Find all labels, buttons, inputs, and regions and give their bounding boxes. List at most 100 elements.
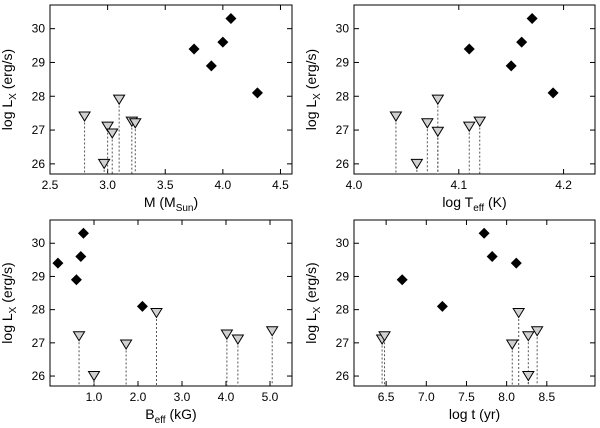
detection-point xyxy=(136,300,148,312)
upper-limit-point xyxy=(431,94,445,106)
detection-point xyxy=(75,251,87,263)
x-axis-label: log t (yr) xyxy=(449,406,500,422)
x-tick-label: 5.0 xyxy=(262,390,279,404)
upper-limit-point xyxy=(87,371,101,382)
x-axis-label-main: B xyxy=(145,406,154,422)
y-axis-label-end: (erg/s) xyxy=(303,262,319,306)
x-tick-label: 4.0 xyxy=(215,178,232,192)
detection-point xyxy=(188,43,200,55)
upper-limit-point xyxy=(119,339,133,350)
y-axis-label-main: log L xyxy=(0,100,15,131)
upper-limit-point xyxy=(521,371,535,382)
panel-age: 6.5 7.0 7.5 8.0 8.5 26 27 28 29 30 log t (yr) log L… xyxy=(303,219,596,422)
y-tick-label: 26 xyxy=(32,369,46,383)
y-tick-label: 29 xyxy=(336,55,350,69)
detection-point xyxy=(526,13,538,25)
upper-limit-point xyxy=(97,158,111,170)
detection-point xyxy=(510,257,522,269)
y-axis-label-main: log L xyxy=(303,313,319,344)
detection-point xyxy=(463,43,475,55)
upper-limit-point xyxy=(220,329,234,340)
y-axis-label-end: (erg/s) xyxy=(0,49,15,93)
y-axis-label: log LX (erg/s) xyxy=(0,49,19,130)
x-axis-label-end: ) xyxy=(194,194,199,210)
x-tick-label: 8.0 xyxy=(498,390,515,404)
x-tick-label: 4.2 xyxy=(555,178,572,192)
detection-point xyxy=(205,60,217,72)
plot-frame xyxy=(353,4,596,175)
y-tick-label: 29 xyxy=(32,269,46,283)
detection-point xyxy=(70,274,82,286)
y-tick-label: 27 xyxy=(336,123,350,137)
upper-limit-point xyxy=(505,339,519,350)
upper-limit-point xyxy=(378,331,391,342)
upper-limit-point xyxy=(128,118,142,129)
x-axis-label: M (MSun) xyxy=(144,194,198,214)
y-axis-label-end: (erg/s) xyxy=(0,262,15,306)
plot-frame xyxy=(49,219,293,387)
upper-limit-point xyxy=(389,111,403,122)
y-tick-label: 27 xyxy=(32,123,46,137)
y-axis-label: log LX (erg/s) xyxy=(0,262,19,343)
y-axis-label-sub: X xyxy=(8,93,19,100)
upper-limit-point xyxy=(512,307,526,319)
plot-frame xyxy=(353,219,596,387)
y-tick-label: 26 xyxy=(336,157,350,171)
upper-limit-point xyxy=(530,326,544,337)
y-axis-label-sub: X xyxy=(312,306,323,313)
x-tick-label: 7.5 xyxy=(458,390,475,404)
y-tick-label: 28 xyxy=(336,303,350,317)
y-tick-label: 28 xyxy=(32,303,46,317)
x-tick-label: 4.5 xyxy=(272,178,289,192)
upper-limit-point xyxy=(431,126,445,138)
y-axis-label-sub: X xyxy=(312,93,323,100)
y-tick-label: 26 xyxy=(336,369,350,383)
y-tick-label: 28 xyxy=(32,89,46,103)
y-tick-label: 29 xyxy=(336,269,350,283)
panel-mass: 2.5 3.0 3.5 4.0 4.5 26 27 28 29 30 M (MSun) log LX … xyxy=(0,4,293,214)
x-axis-label-end: (K) xyxy=(484,194,507,210)
detection-point xyxy=(486,251,498,263)
y-tick-label: 30 xyxy=(32,22,46,36)
x-axis-label: Beff (kG) xyxy=(145,406,196,426)
panel-teff: 4.0 4.1 4.2 26 27 28 29 30 log Teff (K) log LX (e… xyxy=(303,4,596,214)
x-tick-label: 8.5 xyxy=(538,390,555,404)
x-axis-label-main: log T xyxy=(442,194,473,210)
upper-limit-point xyxy=(101,121,115,133)
y-axis-label-sub: X xyxy=(8,306,19,313)
y-tick-label: 29 xyxy=(32,55,46,69)
detection-point xyxy=(217,36,229,48)
y-tick-label: 28 xyxy=(336,89,350,103)
upper-limit-point xyxy=(521,331,535,342)
upper-limit-point xyxy=(473,116,487,128)
detection-point xyxy=(396,274,408,286)
panel-beff: 1.0 2.0 3.0 4.0 5.0 26 27 28 29 30 Beff (kG) log LX… xyxy=(0,219,293,426)
x-tick-label: 7.0 xyxy=(418,390,435,404)
y-tick-label: 30 xyxy=(336,22,350,36)
x-tick-label: 2.5 xyxy=(42,178,59,192)
detection-point xyxy=(516,36,528,48)
y-axis-label: log LX (erg/s) xyxy=(303,49,323,130)
y-tick-label: 27 xyxy=(336,336,350,350)
y-axis-label-end: (erg/s) xyxy=(303,49,319,93)
x-tick-label: 6.5 xyxy=(378,390,395,404)
y-tick-label: 26 xyxy=(32,157,46,171)
upper-limit-point xyxy=(420,118,434,129)
detection-point xyxy=(547,87,559,99)
x-axis-label-sub: eff xyxy=(155,415,166,426)
upper-limit-point xyxy=(112,94,126,106)
x-tick-label: 2.0 xyxy=(130,390,147,404)
detection-point xyxy=(505,60,517,72)
y-axis-label-main: log L xyxy=(303,100,319,131)
x-axis-label-sub: eff xyxy=(473,203,484,214)
y-tick-label: 30 xyxy=(32,236,46,250)
x-tick-label: 4.1 xyxy=(450,178,467,192)
upper-limit-point xyxy=(150,307,163,319)
x-axis-label-main: M (M xyxy=(144,194,176,210)
upper-limit-point xyxy=(72,331,86,342)
detection-point xyxy=(225,13,237,25)
x-tick-label: 3.5 xyxy=(157,178,174,192)
x-axis-label-main: log t (yr) xyxy=(449,406,500,422)
x-tick-label: 3.0 xyxy=(174,390,191,404)
